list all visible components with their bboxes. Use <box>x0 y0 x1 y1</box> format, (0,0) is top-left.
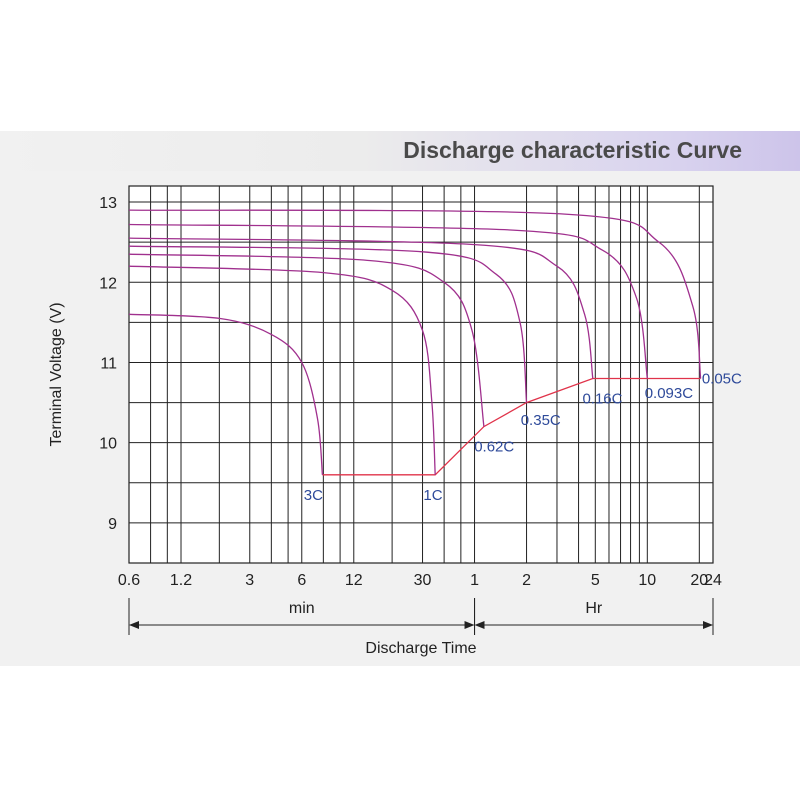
x-tick-label: 1 <box>470 572 479 589</box>
x-tick-label: 24 <box>704 572 722 589</box>
unit-range-label: Hr <box>585 600 603 617</box>
plot-area <box>129 186 713 563</box>
y-tick-label: 13 <box>99 195 117 212</box>
plot-frame <box>128 185 714 564</box>
y-tick-label: 12 <box>99 275 117 292</box>
rate-label: 1C <box>423 487 442 504</box>
y-tick-label: 10 <box>99 436 117 453</box>
y-axis-label: Terminal Voltage (V) <box>48 302 65 446</box>
series-line-1C <box>128 265 436 475</box>
x-tick-label: 10 <box>638 572 656 589</box>
title-band <box>0 131 800 171</box>
x-tick-label: 12 <box>345 572 363 589</box>
x-tick-label: 1.2 <box>170 572 192 589</box>
y-tick-label: 9 <box>108 516 117 533</box>
series-line-0_093C <box>128 223 648 379</box>
series-line-0_05C <box>128 209 702 379</box>
rate-label: 3C <box>304 487 323 504</box>
series-line-3C <box>128 313 324 475</box>
series-line-0_35C <box>128 245 528 403</box>
unit-range-label: min <box>289 600 315 617</box>
x-axis-label: Discharge Time <box>365 640 476 657</box>
x-tick-label: 5 <box>591 572 600 589</box>
chart-title: Discharge characteristic Curve <box>403 137 742 163</box>
rate-label: 0.16C <box>582 391 622 408</box>
rate-label: 0.35C <box>521 412 561 429</box>
x-tick-label: 2 <box>522 572 531 589</box>
x-tick-label: 20 <box>690 572 708 589</box>
x-tick-label: 3 <box>245 572 254 589</box>
series-line-0_62C <box>128 253 485 427</box>
rate-label: 0.05C <box>702 371 742 388</box>
x-tick-label: 6 <box>297 572 306 589</box>
rate-label: 0.093C <box>645 385 694 402</box>
x-tick-label: 0.6 <box>118 572 140 589</box>
series-line-0_16C <box>128 237 594 379</box>
rate-label: 0.62C <box>474 439 514 456</box>
y-tick-label: 11 <box>100 355 117 372</box>
x-tick-label: 30 <box>414 572 432 589</box>
